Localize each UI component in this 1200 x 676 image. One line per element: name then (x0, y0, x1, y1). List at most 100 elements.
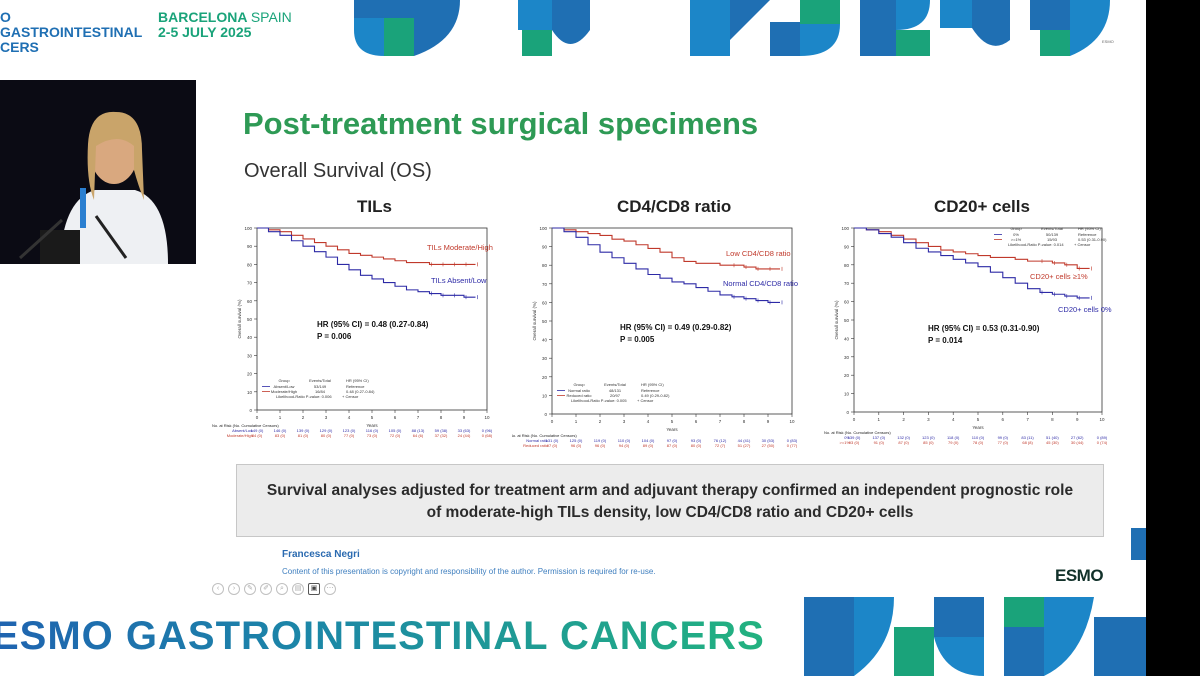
risk-cell: 24 (44) (458, 433, 471, 438)
km-plot-cd20: 0 10 20 30 40 50 60 70 80 90 100 0 1 2 3 4 5 6 7 8 9 10 Years O… (824, 226, 1112, 445)
x-tick-label: 9 (1076, 417, 1079, 422)
survival-curve-blue (257, 227, 476, 298)
x-tick-label: 0 (551, 419, 554, 424)
hazard-ratio-text: HR (95% CI) = 0.48 (0.27-0.84) (317, 320, 429, 329)
slide-toolbar: ‹ › ✎ ✐ ⌕ ▤ ▣ ⋯ (212, 583, 336, 596)
legend-header: HR (95% CI) (346, 378, 369, 383)
risk-cell: 97 (0) (667, 438, 678, 443)
x-axis-label: Years (666, 427, 678, 432)
legend-events: 50/139 (1046, 232, 1059, 237)
pen-icon[interactable]: ✎ (244, 583, 256, 595)
x-tick-label: 0 (853, 417, 856, 422)
risk-cell: 0 (74) (1097, 440, 1108, 445)
legend-censor: + Censor (637, 398, 654, 403)
km-plot-cd4cd8: 0 10 20 30 40 50 60 70 80 90 100 0 1 2 3 4 5 6 7 8 9 10 Years O… (512, 226, 798, 448)
summary-text: Survival analyses adjusted for treatment… (266, 482, 1074, 521)
risk-cell: 129 (0) (320, 428, 333, 433)
legend: Group Events/Total HR (95% CI) Normal ratio… (557, 382, 670, 403)
risk-cell: 0 (68) (482, 433, 493, 438)
slides-icon[interactable]: ▤ (292, 583, 304, 595)
esmo-logo: ESMO (1055, 565, 1104, 585)
risk-header: No. at Risk (No. Cumulative Censors) (824, 430, 891, 435)
x-tick-label: 10 (1099, 417, 1105, 422)
x-tick-label: 7 (417, 415, 420, 420)
forward-icon[interactable]: › (228, 583, 240, 595)
y-tick-label: 50 (542, 319, 548, 324)
risk-row-label: 0% (844, 435, 850, 440)
decorative-pattern-bottom (804, 597, 1146, 676)
more-icon[interactable]: ⋯ (324, 583, 336, 595)
y-tick-label: 70 (542, 282, 548, 287)
risk-cell: 77 (0) (998, 440, 1009, 445)
risk-cell: 123 (0) (343, 428, 356, 433)
risk-cell: 84 (0) (252, 433, 263, 438)
x-tick-label: 7 (1026, 417, 1029, 422)
legend-group: Absent/Low (274, 384, 295, 389)
risk-table: No. at Risk (No. Cumulative Censors)Norm… (512, 433, 798, 448)
x-tick-label: 9 (463, 415, 466, 420)
author-name: Francesca Negri (282, 549, 360, 560)
x-tick-label: 3 (623, 419, 626, 424)
risk-cell: 93 (0) (849, 440, 860, 445)
risk-cell: 87 (0) (667, 443, 678, 448)
x-tick-label: 1 (279, 415, 282, 420)
legend-events: 20/97 (610, 393, 621, 398)
risk-cell: 119 (0) (594, 438, 607, 443)
zoom-icon[interactable]: ⌕ (276, 583, 288, 595)
legend-hr: 0.48 (0.27-0.84) (346, 389, 375, 394)
x-tick-label: 5 (977, 417, 980, 422)
risk-cell: 93 (0) (691, 438, 702, 443)
panel-title-cd4cd8: CD4/CD8 ratio (617, 197, 732, 216)
panel-title-cd20: CD20+ cells (934, 197, 1030, 216)
x-axis-label: Years (972, 425, 984, 430)
legend-hr: Reference (1078, 232, 1097, 237)
risk-cell: 87 (0) (898, 440, 909, 445)
risk-cell: 88 (13) (412, 428, 425, 433)
risk-cell: 79 (0) (948, 440, 959, 445)
risk-row-label: Moderate/High (227, 433, 253, 438)
place-city: BARCELONA (158, 9, 247, 25)
y-tick-label: 90 (542, 245, 548, 250)
risk-cell: 45 (30) (1046, 440, 1059, 445)
y-tick-label: 100 (841, 226, 849, 231)
legend-hr: Reference (641, 388, 660, 393)
y-tick-label: 50 (844, 318, 850, 323)
back-icon[interactable]: ‹ (212, 583, 224, 595)
legend-group: Moderate/High (271, 389, 297, 394)
y-tick-label: 60 (844, 300, 850, 305)
risk-cell: 110 (0) (972, 435, 985, 440)
risk-cell: 80 (0) (321, 433, 332, 438)
legend-footer: Likelihood-Ratio P-value: 0.006 (276, 394, 332, 399)
y-tick-label: 80 (247, 262, 253, 267)
x-tick-label: 10 (789, 419, 795, 424)
risk-cell: 137 (0) (872, 435, 885, 440)
summary-box: Survival analyses adjusted for treatment… (236, 464, 1104, 537)
p-value-text: P = 0.005 (620, 335, 655, 344)
screen-edge (1146, 0, 1200, 676)
km-plot-tils: 0 10 20 30 40 50 60 70 80 90 100 0 1 2 3 4 5 6 7 8 9 10 Years O… (212, 226, 493, 438)
x-tick-label: 4 (952, 417, 955, 422)
x-tick-label: 1 (878, 417, 881, 422)
risk-cell: 80 (0) (691, 443, 702, 448)
risk-cell: 44 (41) (738, 438, 751, 443)
conference-place-dates: BARCELONA SPAIN 2-5 JULY 2025 (158, 10, 292, 40)
risk-cell: 110 (0) (618, 438, 631, 443)
risk-cell: 105 (0) (389, 428, 402, 433)
legend-header: Events/Total (309, 378, 331, 383)
risk-row-label: Reduced ratio (523, 443, 549, 448)
legend-header: Group (1010, 226, 1022, 231)
risk-cell: 37 (32) (435, 433, 448, 438)
esmo-logo-top: ESMO (1102, 38, 1114, 44)
risk-cell: 99 (0) (998, 435, 1009, 440)
risk-cell: 96 (0) (571, 443, 582, 448)
y-tick-label: 30 (542, 356, 548, 361)
highlighter-icon[interactable]: ✐ (260, 583, 272, 595)
risk-cell: 0 (96) (482, 428, 493, 433)
conference-banner: ESMO GASTROINTESTINAL CANCERS (0, 614, 765, 659)
risk-cell: 51 (27) (738, 443, 751, 448)
plot-frame (551, 227, 793, 415)
y-tick-label: 100 (539, 226, 547, 231)
video-icon[interactable]: ▣ (308, 583, 320, 595)
legend-header: Group (278, 378, 290, 383)
y-tick-label: 70 (247, 281, 253, 286)
